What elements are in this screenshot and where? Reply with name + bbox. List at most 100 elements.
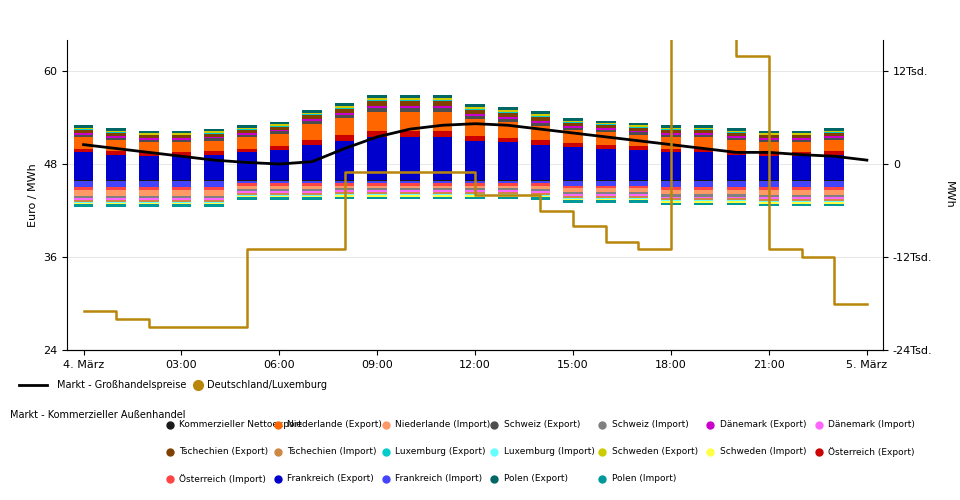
Bar: [564, 196, 583, 198]
Bar: [237, 148, 256, 152]
Bar: [400, 137, 420, 180]
Bar: [107, 140, 126, 151]
Bar: [237, 129, 256, 130]
Bar: [74, 134, 93, 137]
Bar: [237, 189, 256, 191]
Bar: [107, 200, 126, 202]
Bar: [204, 180, 224, 188]
Bar: [368, 108, 387, 112]
Bar: [400, 112, 420, 132]
Bar: [400, 180, 420, 184]
Bar: [335, 188, 354, 190]
Bar: [204, 141, 224, 151]
Bar: [661, 128, 681, 129]
Bar: [694, 133, 713, 134]
Bar: [564, 192, 583, 194]
Bar: [335, 118, 354, 136]
Bar: [204, 129, 224, 132]
Bar: [629, 188, 648, 192]
Bar: [368, 192, 387, 194]
Bar: [694, 137, 713, 148]
Bar: [727, 154, 746, 180]
Bar: [661, 134, 681, 137]
Bar: [204, 137, 224, 138]
Bar: [433, 196, 452, 199]
Bar: [466, 184, 485, 186]
Bar: [498, 190, 517, 192]
Bar: [400, 101, 420, 106]
Bar: [825, 198, 844, 199]
Bar: [498, 110, 517, 112]
Bar: [531, 114, 550, 116]
Bar: [107, 136, 126, 138]
Bar: [433, 112, 452, 132]
Bar: [433, 190, 452, 192]
Bar: [629, 192, 648, 194]
Bar: [694, 148, 713, 152]
Bar: [335, 180, 354, 184]
Bar: [629, 200, 648, 203]
Bar: [661, 190, 681, 194]
Bar: [433, 184, 452, 186]
Bar: [270, 196, 289, 198]
Bar: [792, 202, 811, 203]
Bar: [564, 199, 583, 200]
Text: Luxemburg (Import): Luxemburg (Import): [504, 448, 594, 456]
Bar: [531, 144, 550, 180]
Bar: [466, 136, 485, 141]
Bar: [596, 128, 615, 130]
Bar: [466, 119, 485, 136]
Bar: [792, 198, 811, 199]
Bar: [531, 191, 550, 192]
Bar: [466, 195, 485, 196]
Text: Frankreich (Import): Frankreich (Import): [396, 474, 483, 484]
Bar: [661, 137, 681, 148]
Bar: [759, 140, 779, 142]
Bar: [368, 95, 387, 98]
Bar: [107, 190, 126, 196]
Bar: [629, 134, 648, 146]
Bar: [433, 192, 452, 194]
Bar: [498, 112, 517, 113]
Bar: [400, 192, 420, 194]
Bar: [302, 144, 322, 180]
Bar: [139, 130, 158, 133]
Bar: [629, 150, 648, 180]
Bar: [270, 132, 289, 134]
Y-axis label: MWh: MWh: [944, 181, 953, 209]
Bar: [400, 95, 420, 98]
Bar: [74, 128, 93, 129]
Bar: [433, 137, 452, 180]
Bar: [107, 188, 126, 190]
Bar: [792, 201, 811, 202]
Bar: [270, 189, 289, 191]
Bar: [498, 196, 517, 199]
Bar: [825, 132, 844, 133]
Bar: [270, 192, 289, 195]
Text: Polen (Import): Polen (Import): [612, 474, 676, 484]
Bar: [237, 198, 256, 200]
Bar: [531, 120, 550, 123]
Bar: [172, 190, 191, 196]
Bar: [204, 203, 224, 204]
Bar: [74, 152, 93, 180]
Bar: [531, 195, 550, 196]
Bar: [433, 101, 452, 106]
Bar: [694, 188, 713, 190]
Bar: [531, 116, 550, 120]
Bar: [792, 133, 811, 134]
Bar: [139, 202, 158, 203]
Bar: [74, 180, 93, 188]
Bar: [368, 100, 387, 101]
Bar: [759, 134, 779, 136]
Bar: [368, 186, 387, 188]
Bar: [74, 126, 93, 128]
Bar: [107, 196, 126, 198]
Bar: [694, 129, 713, 130]
Bar: [466, 194, 485, 195]
Bar: [792, 204, 811, 206]
Bar: [759, 195, 779, 198]
Bar: [302, 184, 322, 186]
Y-axis label: Euro / MWh: Euro / MWh: [28, 163, 37, 227]
Bar: [368, 112, 387, 132]
